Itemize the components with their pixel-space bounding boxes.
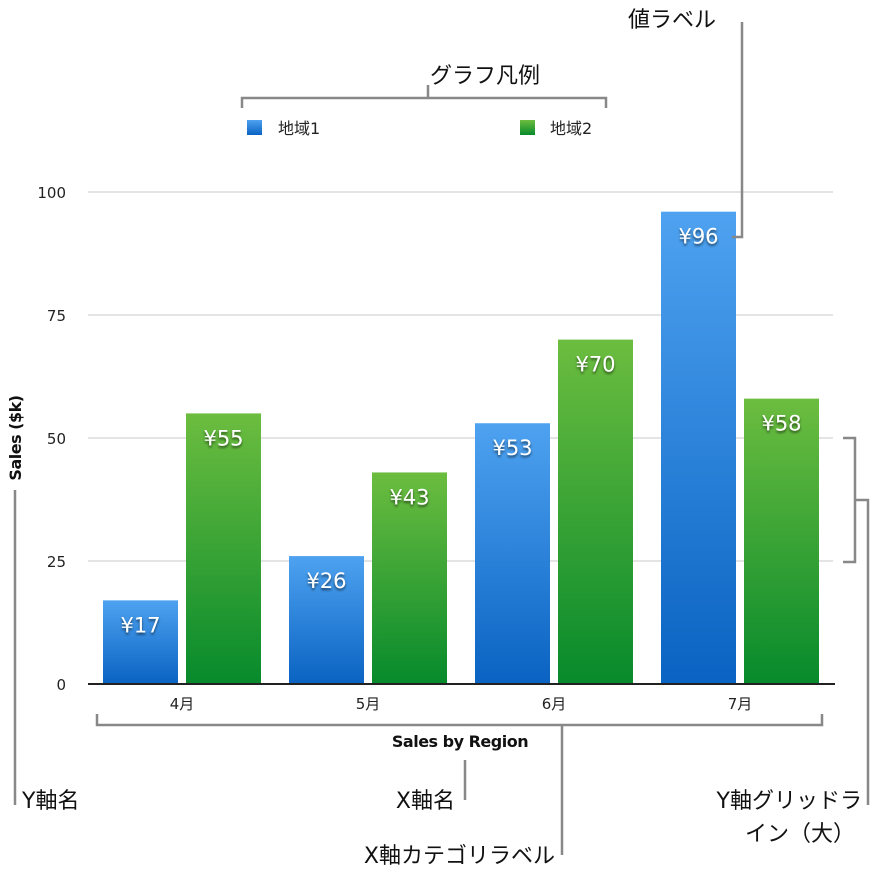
value-label: ¥70 [575, 353, 615, 377]
legend-swatch-region1 [247, 120, 262, 135]
bars: ¥17 ¥55 ¥26 ¥43 ¥53 ¥70 ¥96 ¥58 [103, 211, 819, 684]
x-category-label: 4月 [170, 695, 195, 713]
y-tick-labels: 0 25 50 75 100 [37, 184, 66, 694]
x-axis-title: Sales by Region [392, 732, 528, 751]
y-axis-title: Sales ($k) [6, 395, 25, 480]
y-tick-label: 0 [56, 676, 66, 694]
callout-legend: グラフ凡例 [430, 64, 540, 89]
callout-y-gridlines-1: Y軸グリッドラ [716, 789, 862, 814]
callout-x-axis-name: X軸名 [396, 789, 455, 814]
y-tick-label: 25 [47, 553, 66, 571]
value-label: ¥53 [492, 436, 532, 460]
value-label: ¥96 [678, 225, 718, 249]
callout-value-label: 値ラベル [628, 8, 716, 33]
y-tick-label: 75 [47, 307, 66, 325]
bar-2-6月 [558, 339, 633, 684]
bar-2-5月 [372, 472, 447, 684]
legend-label-region1: 地域1 [278, 119, 320, 138]
bar-1-5月 [289, 556, 364, 684]
y-tick-label: 100 [37, 184, 66, 202]
value-label: ¥26 [306, 569, 346, 593]
legend-swatch-region2 [520, 120, 535, 135]
callout-y-axis-name: Y軸名 [21, 789, 79, 814]
value-label: ¥43 [389, 485, 429, 509]
value-label: ¥17 [120, 613, 160, 637]
callout-lines [13, 22, 870, 855]
callout-y-gridlines-2: イン（大） [745, 822, 855, 847]
bar-2-7月 [744, 398, 819, 684]
y-tick-label: 50 [47, 430, 66, 448]
x-category-label: 5月 [356, 695, 381, 713]
x-category-label: 7月 [728, 695, 753, 713]
legend-label-region2: 地域2 [550, 119, 592, 138]
bar-1-6月 [475, 423, 550, 684]
value-label: ¥55 [203, 426, 243, 450]
bar-1-4月 [103, 600, 178, 684]
bar-1-7月 [661, 211, 736, 684]
value-label: ¥58 [761, 412, 801, 436]
x-category-label: 6月 [542, 695, 567, 713]
callout-x-category-labels: X軸カテゴリラベル [364, 844, 555, 869]
x-category-labels: 4月 5月 6月 7月 [170, 695, 753, 713]
bar-2-4月 [186, 413, 261, 684]
